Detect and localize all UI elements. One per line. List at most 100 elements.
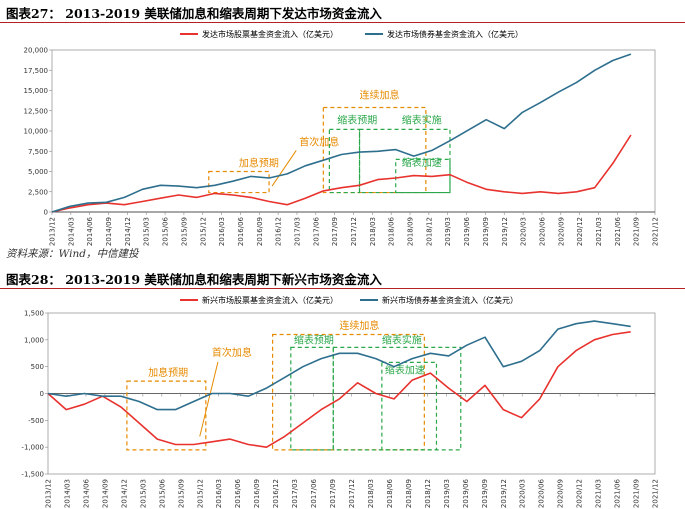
x-tick-label: 2018/03: [369, 217, 377, 246]
x-tick-label: 2017/06: [312, 216, 320, 246]
x-tick-label: 2014/09: [105, 217, 113, 246]
annotation-box: [322, 106, 427, 194]
chart2-title-bar: 图表28： 2013-2019 美联储加息和缩表周期下新兴市场资金流入: [0, 266, 685, 289]
x-tick-label: 2018/06: [386, 478, 394, 508]
x-tick-label: 2020/03: [520, 217, 528, 246]
x-tick-label: 2021/06: [614, 478, 622, 508]
x-tick-label: 2015/12: [196, 479, 204, 508]
y-tick-label: 5,000: [28, 168, 48, 176]
x-tick-label: 2019/06: [463, 216, 471, 246]
annotation-box: [271, 333, 425, 451]
x-tick-label: 2014/03: [67, 217, 75, 246]
legend-label: 发达市场债券基金资金流入（亿美元）: [387, 29, 523, 39]
x-tick-label: 2013/12: [45, 479, 53, 508]
x-tick-label: 2018/09: [405, 479, 413, 508]
annotation-box: [126, 380, 207, 451]
y-tick-label: 12,500: [24, 107, 49, 115]
y-tick-label: -1,000: [21, 444, 44, 452]
annotation-arrow: [271, 150, 297, 187]
annotation-label: 缩表预期: [337, 114, 377, 127]
x-tick-label: 2016/03: [215, 479, 223, 508]
x-tick-label: 2021/09: [633, 217, 641, 246]
x-tick-label: 2020/06: [538, 478, 546, 508]
x-tick-label: 2019/12: [500, 479, 508, 508]
x-tick-label: 2017/12: [348, 479, 356, 508]
y-tick-label: 0: [40, 390, 44, 398]
y-tick-label: 17,500: [24, 67, 49, 75]
annotation-label: 连续加息: [360, 89, 400, 102]
plot-frame: [51, 49, 656, 213]
annotation-label: 加息预期: [239, 157, 279, 170]
x-tick-label: 2020/09: [557, 479, 565, 508]
x-tick-label: 2017/03: [293, 217, 301, 246]
x-tick-label: 2017/12: [350, 217, 358, 246]
x-tick-label: 2015/12: [199, 217, 207, 246]
series-line: [51, 134, 632, 213]
x-tick-label: 2015/03: [143, 217, 151, 246]
x-tick-label: 2020/03: [519, 479, 527, 508]
annotation-box: [358, 128, 451, 194]
x-tick-label: 2017/09: [329, 479, 337, 508]
x-tick-label: 2014/06: [82, 478, 90, 508]
y-tick-label: 1,500: [24, 310, 44, 318]
x-tick-label: 2014/12: [124, 217, 132, 246]
x-tick-label: 2019/03: [444, 217, 452, 246]
x-tick-label: 2021/03: [595, 217, 603, 246]
x-tick-label: 2015/06: [162, 216, 170, 246]
annotation-label: 缩表预期: [294, 334, 334, 347]
x-tick-label: 2018/12: [424, 479, 432, 508]
annotation-box: [208, 170, 270, 194]
annotation-label: 首次加息: [299, 136, 339, 149]
legend-label: 发达市场股票基金资金流入（亿美元）: [202, 29, 338, 39]
x-tick-label: 2014/06: [86, 216, 94, 246]
x-tick-label: 2016/03: [218, 217, 226, 246]
x-tick-label: 2021/03: [595, 479, 603, 508]
x-tick-label: 2017/03: [291, 479, 299, 508]
x-tick-label: 2019/03: [443, 479, 451, 508]
annotation-label: 缩表实施: [402, 114, 442, 127]
series-line: [47, 331, 631, 448]
x-tick-label: 2021/09: [633, 479, 641, 508]
x-tick-label: 2018/06: [388, 216, 396, 246]
legend-label: 新兴市场债券基金资金流入（亿美元）: [382, 295, 518, 305]
x-tick-label: 2019/06: [462, 478, 470, 508]
chart1-title-bar: 图表27： 2013-2019 美联储加息和缩表周期下发达市场资金流入: [0, 0, 685, 23]
chart1-title: 图表27： 2013-2019 美联储加息和缩表周期下发达市场资金流入: [6, 6, 382, 21]
x-tick-label: 2013/12: [49, 217, 57, 246]
x-tick-label: 2021/12: [652, 217, 660, 246]
x-tick-label: 2021/06: [614, 216, 622, 246]
legend-label: 新兴市场股票基金资金流入（亿美元）: [202, 295, 338, 305]
x-tick-label: 2019/09: [481, 479, 489, 508]
x-tick-label: 2014/09: [101, 479, 109, 508]
y-tick-label: 1,000: [24, 336, 44, 344]
x-tick-label: 2016/06: [237, 216, 245, 246]
x-tick-label: 2016/09: [256, 217, 264, 246]
x-tick-label: 2015/03: [139, 479, 147, 508]
x-tick-label: 2020/06: [538, 216, 546, 246]
x-tick-label: 2016/06: [234, 478, 242, 508]
chart2: -1,500 -1,000 -500 0 500 1,000 1,500 2013/12 201…: [21, 295, 660, 508]
x-tick-label: 2015/09: [180, 217, 188, 246]
x-tick-label: 2020/12: [576, 479, 584, 508]
y-tick-label: 7,500: [28, 148, 48, 156]
chart2-title: 图表28： 2013-2019 美联储加息和缩表周期下新兴市场资金流入: [6, 272, 382, 287]
annotation-label: 缩表加速: [402, 156, 442, 169]
y-tick-label: 20,000: [24, 47, 49, 55]
annotation-label: 加息预期: [148, 366, 188, 379]
x-tick-label: 2020/12: [576, 217, 584, 246]
y-tick-label: 0: [44, 209, 48, 217]
x-tick-label: 2017/06: [310, 478, 318, 508]
x-tick-label: 2016/09: [253, 479, 261, 508]
annotation-box: [381, 361, 438, 451]
x-tick-label: 2018/09: [407, 217, 415, 246]
annotation-box: [328, 128, 361, 194]
x-tick-label: 2016/12: [272, 479, 280, 508]
y-tick-label: 15,000: [24, 87, 49, 95]
annotation-box: [395, 158, 451, 194]
x-tick-label: 2016/12: [275, 217, 283, 246]
series-line: [47, 320, 631, 411]
x-tick-label: 2019/09: [482, 217, 490, 246]
x-tick-label: 2019/12: [501, 217, 509, 246]
x-tick-label: 2021/12: [652, 479, 660, 508]
x-tick-label: 2015/09: [177, 479, 185, 508]
